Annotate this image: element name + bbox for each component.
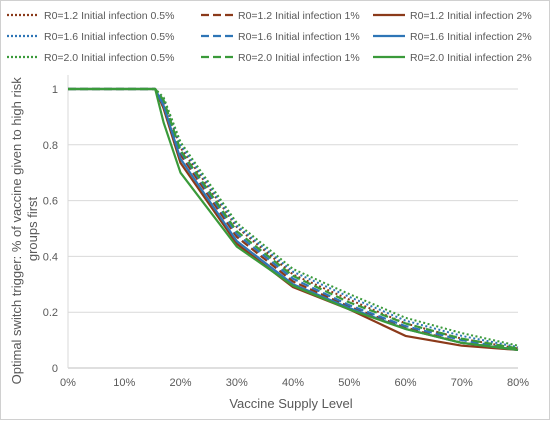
series-line: [68, 87, 519, 351]
legend-label: R0=1.2 Initial infection 0.5%: [44, 10, 174, 22]
legend-label: R0=1.2 Initial infection 1%: [238, 10, 360, 22]
legend-label: R0=1.6 Initial infection 0.5%: [44, 31, 174, 43]
x-tick-label: 70%: [451, 377, 473, 389]
y-tick-label: 0: [52, 363, 58, 375]
legend-label: R0=1.2 Initial infection 2%: [410, 10, 532, 22]
series-line: [68, 88, 519, 347]
series-lines: [68, 87, 519, 351]
y-tick-label: 0.6: [43, 196, 58, 208]
series-line: [68, 88, 519, 349]
y-axis-label-line-1: Optimal switch trigger: % of vaccine giv…: [9, 77, 24, 385]
y-axis-label-line-2: groups first: [25, 196, 40, 261]
x-tick-label: 40%: [282, 377, 304, 389]
legend-label: R0=1.6 Initial infection 2%: [410, 31, 532, 43]
legend-label: R0=2.0 Initial infection 0.5%: [44, 52, 174, 64]
y-tick-label: 0.4: [43, 251, 58, 263]
series-line: [68, 87, 519, 351]
series-line: [68, 87, 519, 350]
axes: 00.20.40.60.810% 10% 20% 30% 40% 50% 60% 70% 80%: [43, 75, 529, 389]
series-line: [68, 87, 519, 351]
legend-label: R0=2.0 Initial infection 2%: [410, 52, 532, 64]
y-axis-label: Optimal switch trigger: % of vaccine giv…: [9, 74, 40, 385]
y-tick-label: 0.8: [43, 140, 58, 152]
x-tick-label: 0%: [60, 377, 76, 389]
x-tick-label: 50%: [338, 377, 360, 389]
x-tick-label: 10%: [113, 377, 135, 389]
series-line: [68, 87, 519, 351]
x-tick-label: 60%: [394, 377, 416, 389]
x-tick-label: 30%: [226, 377, 248, 389]
y-tick-label: 0.2: [43, 307, 58, 319]
x-axis-label: Vaccine Supply Level: [229, 396, 352, 411]
series-line: [68, 87, 519, 351]
legend: R0=1.2 Initial infection 0.5% R0=1.2 Init…: [7, 10, 532, 64]
x-tick-label: 20%: [169, 377, 191, 389]
legend-label: R0=2.0 Initial infection 1%: [238, 52, 360, 64]
series-line: [68, 88, 519, 350]
legend-label: R0=1.6 Initial infection 1%: [238, 31, 360, 43]
x-tick-label: 80%: [507, 377, 529, 389]
y-tick-label: 1: [52, 84, 58, 96]
